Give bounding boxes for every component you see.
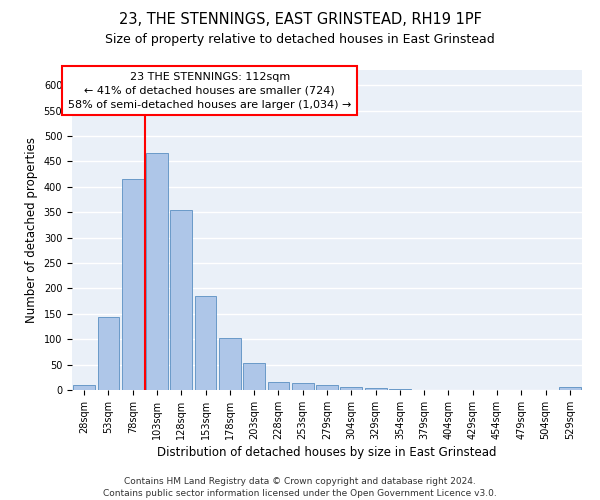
Y-axis label: Number of detached properties: Number of detached properties bbox=[25, 137, 38, 323]
Text: 23 THE STENNINGS: 112sqm
← 41% of detached houses are smaller (724)
58% of semi-: 23 THE STENNINGS: 112sqm ← 41% of detach… bbox=[68, 72, 352, 110]
Bar bbox=[146, 153, 168, 390]
Bar bbox=[243, 363, 265, 390]
Bar bbox=[268, 382, 289, 390]
Bar bbox=[316, 385, 338, 390]
Bar bbox=[292, 384, 314, 390]
Bar bbox=[170, 210, 192, 390]
Bar bbox=[194, 296, 217, 390]
Bar bbox=[559, 388, 581, 390]
Bar bbox=[365, 388, 386, 390]
Bar bbox=[389, 389, 411, 390]
Bar bbox=[340, 388, 362, 390]
Bar bbox=[122, 179, 143, 390]
Bar bbox=[97, 317, 119, 390]
Bar bbox=[73, 385, 95, 390]
Text: 23, THE STENNINGS, EAST GRINSTEAD, RH19 1PF: 23, THE STENNINGS, EAST GRINSTEAD, RH19 … bbox=[119, 12, 481, 28]
X-axis label: Distribution of detached houses by size in East Grinstead: Distribution of detached houses by size … bbox=[157, 446, 497, 459]
Text: Size of property relative to detached houses in East Grinstead: Size of property relative to detached ho… bbox=[105, 32, 495, 46]
Bar bbox=[219, 338, 241, 390]
Text: Contains HM Land Registry data © Crown copyright and database right 2024.
Contai: Contains HM Land Registry data © Crown c… bbox=[103, 476, 497, 498]
